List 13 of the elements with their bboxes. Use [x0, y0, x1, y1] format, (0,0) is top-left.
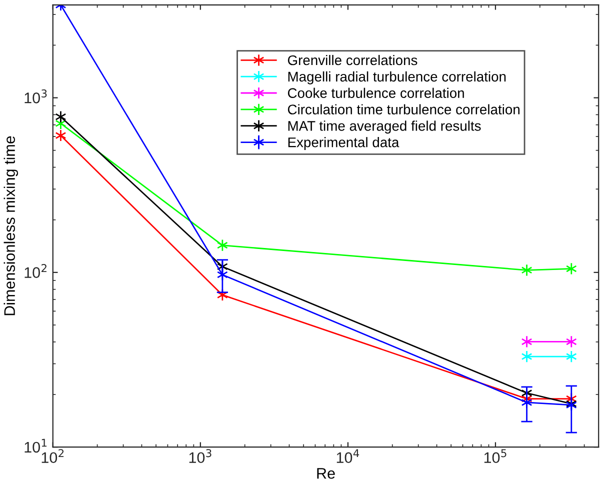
x-tick-label: 10$^{3}$ [189, 449, 212, 464]
legend-label: Cooke turbulence correlation [288, 88, 464, 98]
legend-label: Magelli radial turbulence correlation [288, 71, 506, 84]
x-tick-label: 10$^{4}$ [336, 449, 360, 464]
legend-label: Circulation time turbulence correlation [288, 104, 520, 114]
y-tick-label: 10$^{2}$ [24, 264, 46, 278]
y-tick-label: 10$^{3}$ [24, 89, 47, 104]
x-axis-title: Re [317, 468, 335, 479]
legend-label: Grenville correlations [288, 54, 418, 66]
x-tick-label: 10$^{5}$ [484, 449, 506, 464]
y-axis-title: Dimensionless mixing time [4, 136, 18, 316]
legend-label: Experimental data [288, 137, 400, 150]
legend-label: MAT time averaged field results [288, 120, 481, 134]
